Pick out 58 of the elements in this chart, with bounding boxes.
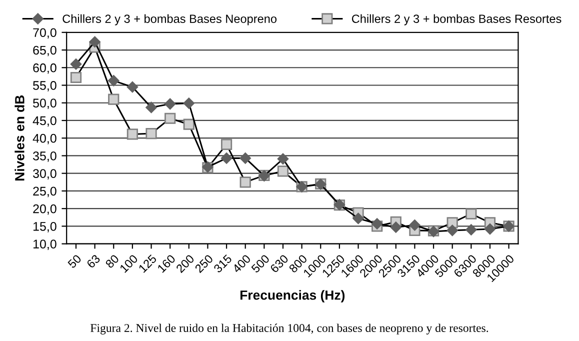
point — [164, 112, 176, 124]
point — [352, 212, 364, 224]
point — [89, 36, 100, 48]
y-tick-label: 25,0 — [33, 186, 56, 198]
point — [277, 166, 289, 177]
x-tick-label: 80 — [104, 254, 120, 269]
point — [371, 218, 383, 230]
point — [183, 98, 195, 109]
x-tick-label: 400 — [232, 254, 252, 274]
point — [446, 224, 458, 236]
y-tick-label: 55,0 — [33, 81, 56, 92]
x-tick-label: 63 — [86, 254, 101, 269]
point — [240, 176, 251, 188]
x-tick-label: 100 — [119, 254, 138, 273]
point — [466, 208, 477, 220]
x-axis-title: Frecuencias (Hz) — [240, 290, 345, 302]
y-tick-label: 65,0 — [33, 46, 56, 56]
y-tick-label: 70,0 — [33, 28, 56, 39]
point — [220, 138, 232, 150]
y-tick-label: 40,0 — [32, 134, 56, 144]
point — [164, 98, 176, 110]
point — [183, 118, 194, 130]
text: Figura 2. Nivel de ruido en la Habitación 1004, con bases de neopreno y de resortes. — [90, 324, 488, 334]
legend-label: Chillers 2 y 3 + bombas Bases Resortes — [352, 14, 562, 26]
point — [146, 128, 157, 140]
x-tick-label: 50 — [67, 254, 82, 269]
point — [126, 81, 138, 93]
point — [240, 152, 251, 164]
point — [146, 102, 157, 114]
y-axis-title: Niveles en dB — [14, 95, 24, 180]
x-tick-label: 160 — [157, 254, 176, 273]
x-tick-label: 630 — [270, 254, 289, 274]
point — [70, 58, 82, 70]
legend-label: Chillers 2 y 3 + bombas Bases Neopreno — [62, 14, 277, 26]
point — [70, 72, 82, 84]
x-tick-label: 315 — [213, 254, 232, 274]
y-tick-label: 60,0 — [33, 63, 56, 74]
point — [126, 128, 138, 140]
y-tick-label: 45,0 — [32, 116, 56, 127]
point — [409, 220, 420, 231]
x-tick-label: 250 — [194, 254, 214, 274]
point — [220, 152, 232, 164]
y-tick-label: 15,0 — [33, 222, 56, 232]
point — [390, 222, 402, 233]
x-tick-label: 125 — [138, 254, 158, 273]
y-tick-label: 10,0 — [33, 240, 56, 250]
point — [484, 223, 496, 235]
x-tick-label: 200 — [176, 254, 195, 274]
point — [446, 217, 458, 228]
y-tick-label: 20,0 — [33, 204, 56, 215]
point — [466, 224, 477, 236]
y-tick-label: 35,0 — [33, 152, 56, 162]
point — [108, 75, 120, 86]
point — [108, 94, 120, 105]
y-tick-label: 50,0 — [33, 98, 56, 109]
x-tick-label: 500 — [250, 254, 270, 274]
y-tick-label: 30,0 — [33, 169, 56, 180]
point — [277, 153, 289, 164]
